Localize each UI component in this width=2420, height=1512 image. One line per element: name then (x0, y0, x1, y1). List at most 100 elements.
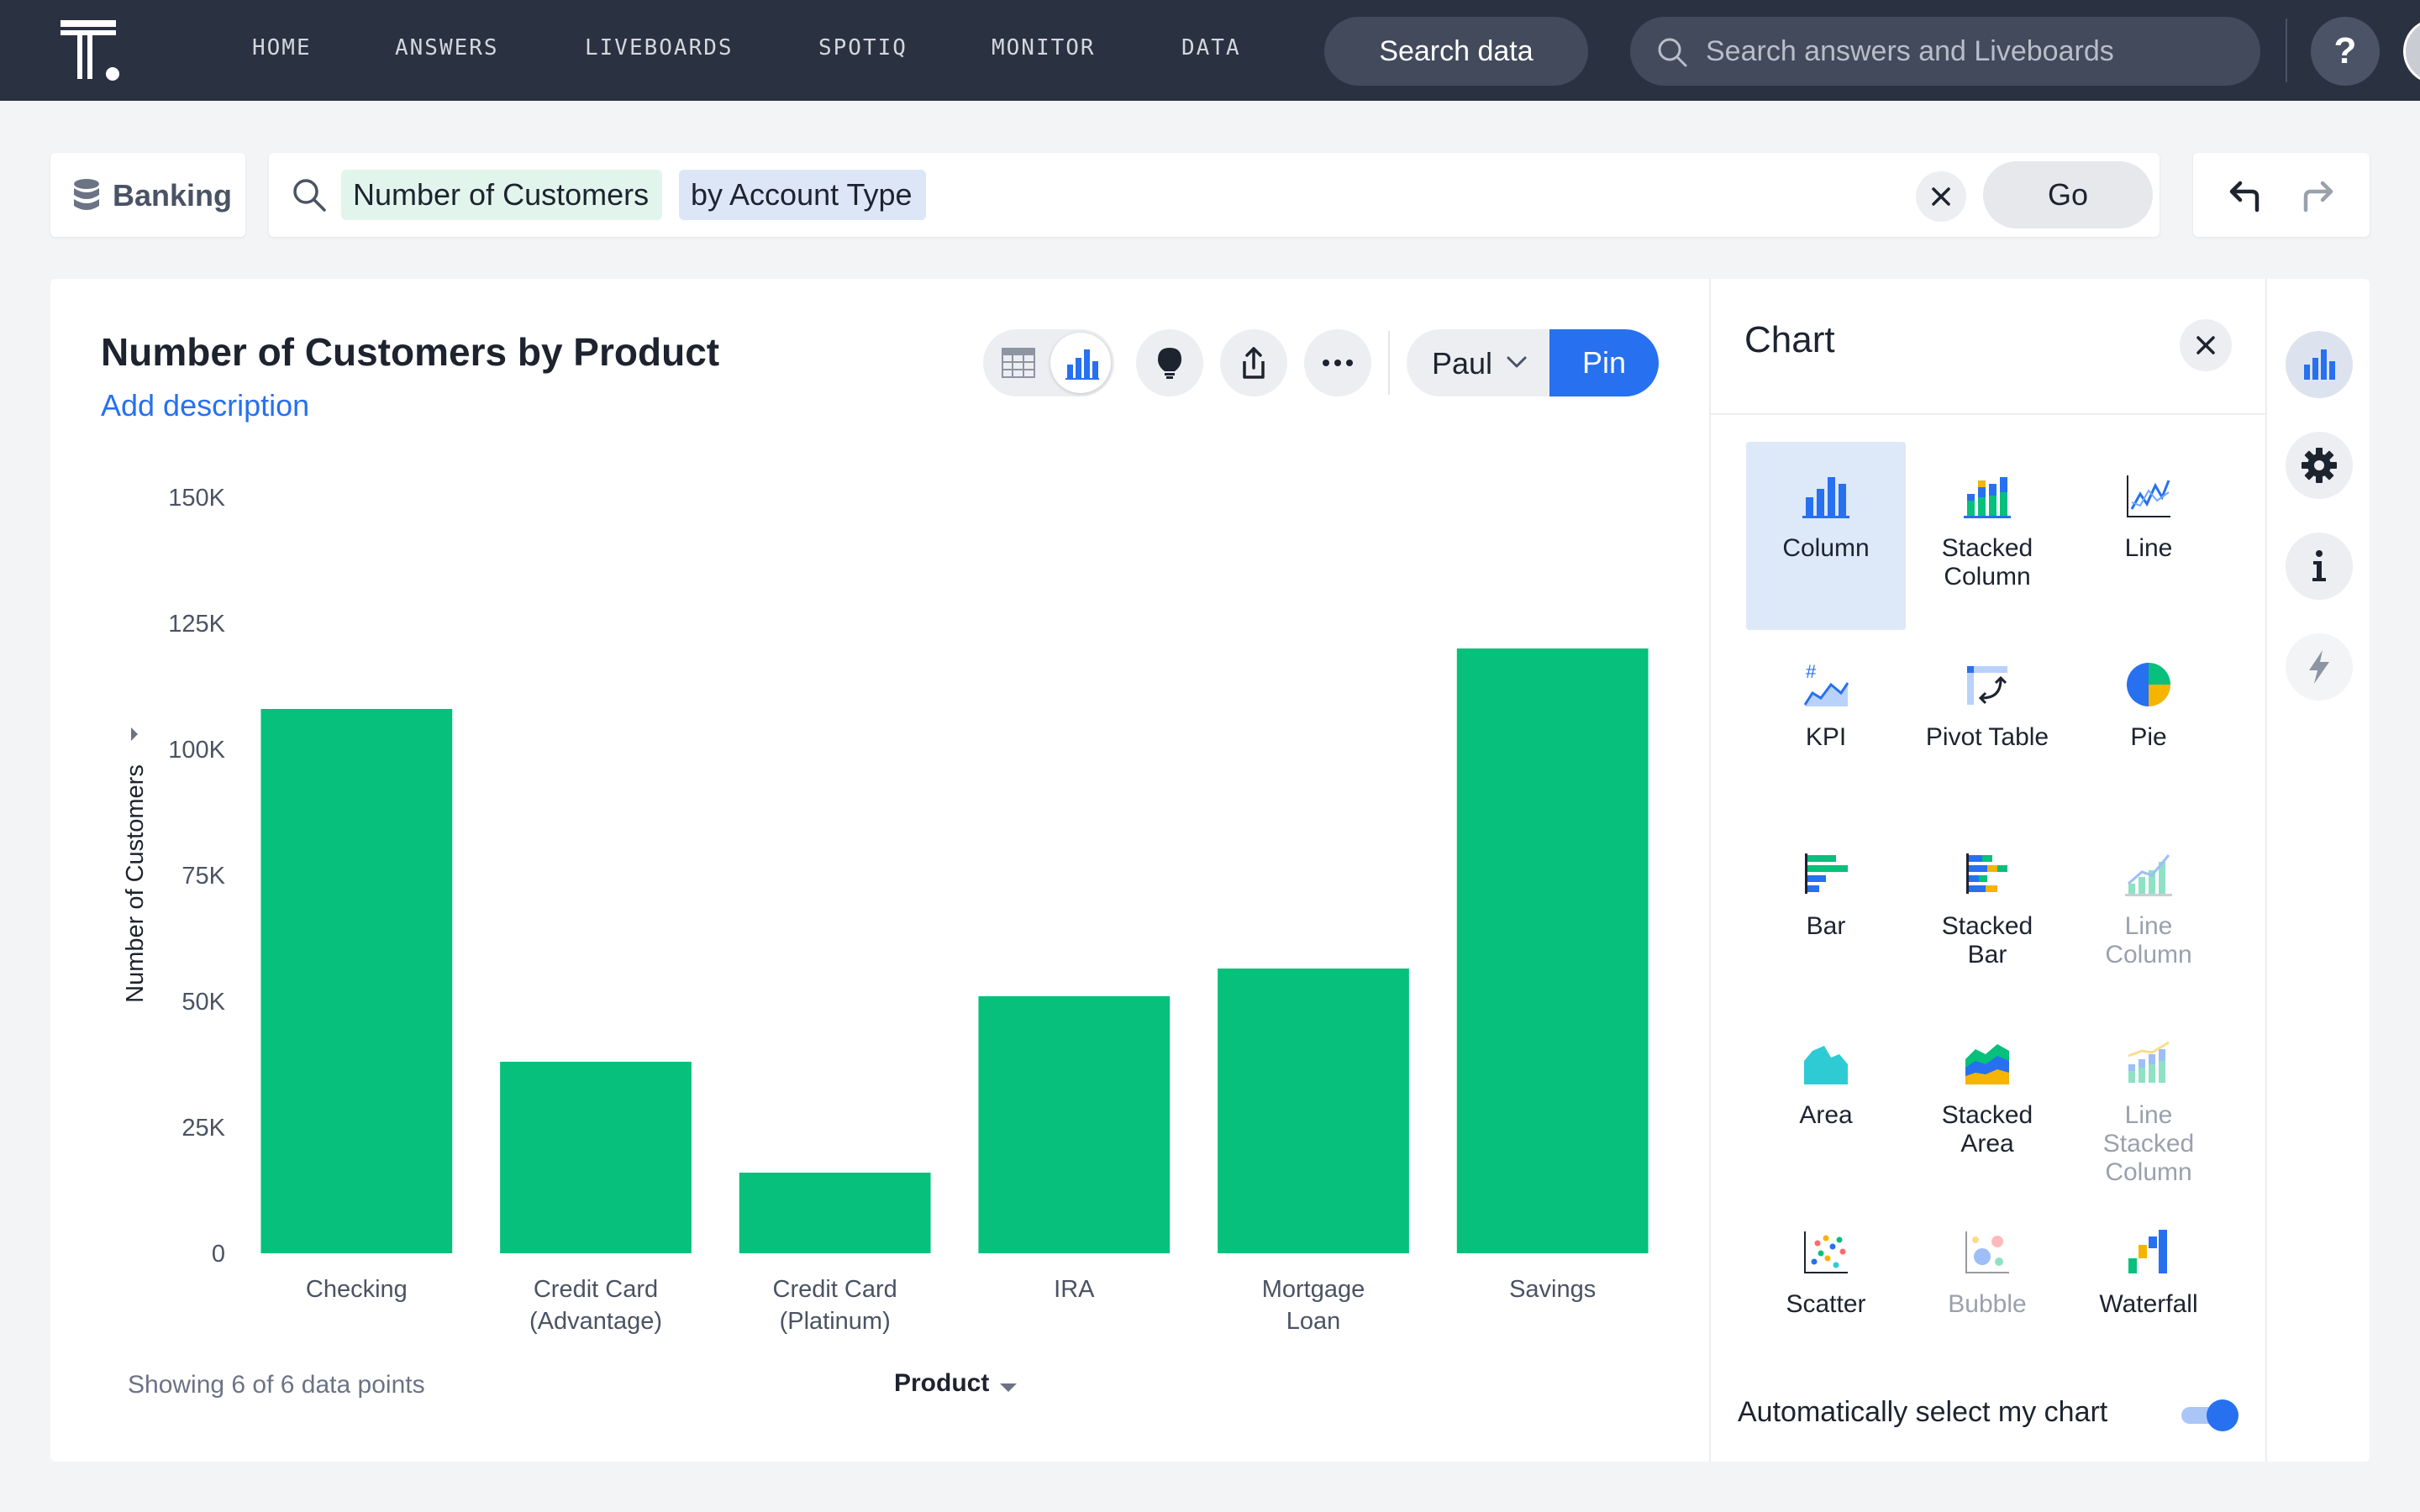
measure-token[interactable]: Number of Customers (341, 170, 662, 220)
nav-liveboards[interactable]: LIVEBOARDS (585, 35, 734, 60)
chart-bar[interactable] (978, 996, 1171, 1253)
svg-text:#: # (1806, 661, 1817, 682)
share-icon (1243, 347, 1265, 379)
y-tick-label: 100K (168, 737, 225, 764)
add-description-link[interactable]: Add description (101, 388, 310, 423)
chart-type-label: Stacked Area (1941, 1101, 2033, 1158)
chart-type-line-column: Line Column (2069, 820, 2228, 1008)
chart-bar[interactable] (1456, 648, 1649, 1253)
more-horizontal-icon (1323, 360, 1353, 366)
stacked-area-chart-icon (1965, 1044, 2009, 1084)
y-tick-label: 25K (182, 1115, 225, 1142)
toolbar-divider (1388, 331, 1390, 395)
chart-type-pivot-table[interactable]: Pivot Table (1907, 631, 2067, 819)
chart-type-stacked-column[interactable]: Stacked Column (1907, 442, 2067, 630)
pin-button[interactable]: Pin (1549, 329, 1659, 396)
chart-type-label: Column (1782, 534, 1870, 562)
thoughtspot-logo[interactable] (59, 18, 126, 82)
chart-bar[interactable] (260, 709, 453, 1253)
chart-type-area[interactable]: Area (1746, 1009, 1906, 1197)
y-axis-title-group[interactable]: Number of Customers (122, 727, 149, 1003)
x-tick-label: Checking (306, 1276, 408, 1303)
chart-type-line-stacked-column: Line Stacked Column (2069, 1009, 2228, 1197)
chart-type-scatter[interactable]: Scatter (1746, 1198, 1906, 1386)
chart-type-pie[interactable]: Pie (2069, 631, 2228, 819)
right-rail (2265, 279, 2370, 1462)
close-chart-panel-button[interactable] (2180, 319, 2232, 371)
y-axis-expand-icon (131, 727, 138, 741)
kpi-chart-icon: # (1803, 661, 1849, 706)
database-icon (74, 179, 99, 210)
chart-type-bar[interactable]: Bar (1746, 820, 1906, 1008)
chart-type-column[interactable]: Column (1746, 442, 1906, 630)
chart-type-label: Stacked Column (1941, 534, 2033, 591)
answer-search-bar[interactable]: Number of Customers by Account Type Go (269, 153, 2160, 237)
undo-button[interactable] (2225, 176, 2264, 215)
global-search-box[interactable] (1630, 17, 2260, 86)
chart-type-label: KPI (1805, 723, 1847, 751)
nav-divider (2286, 18, 2287, 82)
chart-panel-title: Chart (1744, 319, 1835, 360)
redo-button[interactable] (2299, 176, 2338, 215)
column-chart-icon (1802, 477, 1849, 518)
global-search-input[interactable] (1706, 29, 2235, 74)
y-axis-title: Number of Customers (122, 764, 149, 1003)
waterfall-chart-icon (2128, 1230, 2167, 1273)
x-axis-labels: Checking Credit Card (Advantage) Credit Car… (306, 1276, 1596, 1335)
chart-type-label: Scatter (1786, 1290, 1866, 1318)
y-tick-label: 75K (182, 863, 225, 890)
spotiq-analyze-button[interactable] (1136, 329, 1203, 396)
chart-type-label: Line (2124, 534, 2173, 562)
chart-type-label: Pivot Table (1925, 723, 2049, 751)
x-tick-label: Credit Card (Platinum) (773, 1276, 897, 1335)
chart-type-waterfall[interactable]: Waterfall (2069, 1198, 2228, 1386)
clear-search-button[interactable] (1916, 171, 1966, 222)
stacked-bar-chart-icon (1966, 853, 2007, 894)
close-icon (2196, 336, 2215, 354)
chart-type-stacked-area[interactable]: Stacked Area (1907, 1009, 2067, 1197)
chart-type-line[interactable]: Line (2069, 442, 2228, 630)
nav-spotiq[interactable]: SPOTIQ (818, 35, 908, 60)
nav-monitor[interactable]: MONITOR (992, 35, 1096, 60)
rail-settings-button[interactable] (2286, 432, 2353, 499)
user-avatar[interactable] (2403, 18, 2420, 84)
chart-bar[interactable] (500, 1062, 692, 1253)
auto-select-toggle[interactable] (2181, 1399, 2242, 1431)
data-source-selector[interactable]: Banking (50, 153, 245, 237)
help-button[interactable]: ? (2311, 17, 2380, 86)
answer-title[interactable]: Number of Customers by Product (101, 330, 720, 374)
x-axis-column-menu[interactable]: Product (894, 1369, 1018, 1403)
panel-separator (1711, 413, 2267, 415)
rail-info-button[interactable] (2286, 533, 2353, 600)
search-icon (293, 179, 326, 212)
more-options-button[interactable] (1304, 329, 1371, 396)
y-tick-label: 50K (182, 989, 225, 1016)
go-button[interactable]: Go (1983, 161, 2153, 228)
chart-bar[interactable] (739, 1173, 931, 1253)
rail-spotiq-button[interactable] (2286, 633, 2353, 701)
nav-home[interactable]: HOME (252, 35, 312, 60)
y-tick-label: 150K (168, 485, 225, 512)
chart-bars (260, 648, 1649, 1253)
chart-view-button[interactable] (1050, 333, 1111, 393)
search-data-button[interactable]: Search data (1324, 17, 1588, 86)
search-icon (1658, 38, 1687, 67)
attribute-token[interactable]: by Account Type (679, 170, 926, 220)
chart-type-label: Pie (2130, 723, 2167, 751)
x-tick-label: Savings (1509, 1276, 1596, 1303)
redo-icon (2303, 181, 2333, 213)
liveboard-user-select[interactable]: Paul (1407, 329, 1549, 396)
rail-chart-button[interactable] (2286, 331, 2353, 398)
chart-type-label: Bar (1806, 912, 1846, 940)
chart-type-kpi[interactable]: # KPI (1746, 631, 1906, 819)
chart-type-stacked-bar[interactable]: Stacked Bar (1907, 820, 2067, 1008)
scatter-chart-icon (1804, 1231, 1848, 1273)
bar-chart-icon (1805, 853, 1848, 894)
line-stacked-column-chart-icon (2128, 1041, 2170, 1083)
nav-answers[interactable]: ANSWERS (395, 35, 499, 60)
nav-data[interactable]: DATA (1181, 35, 1241, 60)
share-button[interactable] (1220, 329, 1287, 396)
chart-bar[interactable] (1218, 969, 1409, 1253)
table-view-button[interactable] (990, 336, 1044, 390)
auto-select-label: Automatically select my chart (1738, 1396, 2108, 1428)
